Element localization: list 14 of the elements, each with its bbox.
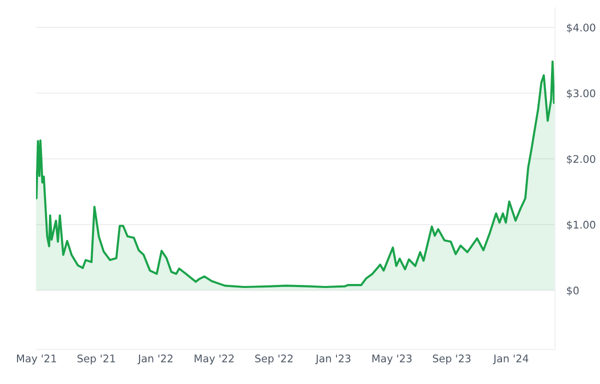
- x-tick-label: Jan '23: [315, 354, 350, 364]
- y-tick-label: $1.00: [566, 220, 596, 230]
- x-tick-label: Jan '24: [492, 354, 528, 364]
- x-tick-label: Sep '22: [255, 354, 293, 364]
- y-tick-label: $3.00: [566, 89, 596, 99]
- x-tick-label: Jan '22: [137, 354, 172, 364]
- x-tick-label: May '21: [17, 354, 56, 364]
- x-tick-label: May '23: [372, 354, 412, 364]
- y-tick-label: $0: [566, 286, 579, 296]
- x-tick-label: May '22: [194, 354, 234, 364]
- x-tick-label: Sep '23: [432, 354, 470, 364]
- y-tick-label: $4.00: [566, 23, 596, 33]
- y-tick-label: $2.00: [566, 154, 596, 164]
- x-tick-label: Sep '21: [78, 354, 115, 364]
